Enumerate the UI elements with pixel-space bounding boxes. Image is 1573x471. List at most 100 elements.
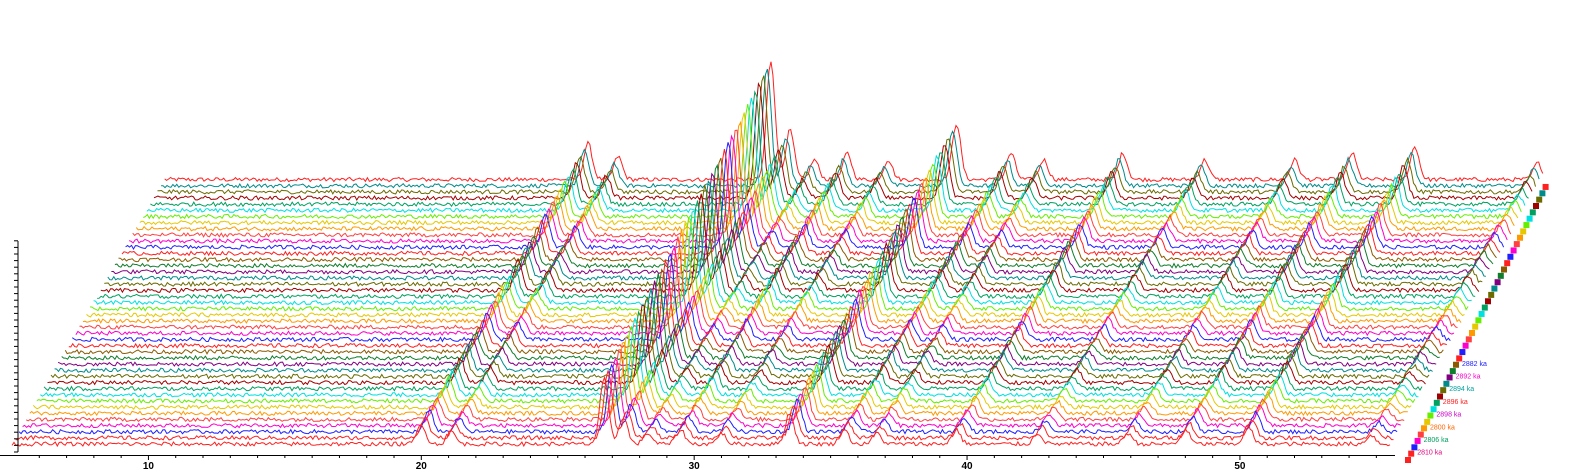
series-line bbox=[22, 357, 1401, 429]
legend-swatch bbox=[1520, 228, 1527, 235]
series-line bbox=[11, 375, 1391, 448]
legend: 2810 ka 2806 ka 2800 ka 2898 ka 2896 ka … bbox=[1405, 183, 1549, 463]
y-axis bbox=[14, 240, 19, 453]
legend-swatch bbox=[1517, 234, 1523, 241]
legend-label: 2894 ka bbox=[1449, 386, 1474, 393]
series-line bbox=[132, 129, 1512, 238]
legend-swatch bbox=[1411, 444, 1418, 451]
legend-label: 2810 ka bbox=[1417, 450, 1442, 457]
legend-swatch bbox=[1449, 368, 1456, 375]
legend-swatch bbox=[1488, 291, 1495, 298]
legend-swatch bbox=[1405, 457, 1411, 463]
series-line bbox=[135, 120, 1515, 232]
series-line bbox=[150, 90, 1529, 208]
legend-swatch bbox=[1408, 450, 1415, 457]
series-line bbox=[54, 288, 1433, 374]
series-line bbox=[36, 326, 1416, 404]
series-line bbox=[47, 304, 1426, 386]
series-line bbox=[50, 296, 1430, 380]
series-line bbox=[100, 193, 1480, 294]
legend-swatch bbox=[1485, 298, 1491, 305]
series-line bbox=[86, 221, 1465, 318]
legend-swatch bbox=[1465, 336, 1472, 343]
series-line bbox=[157, 75, 1536, 195]
x-tick-label: 40 bbox=[961, 461, 973, 471]
legend-swatch bbox=[1494, 279, 1501, 286]
legend-swatch bbox=[1469, 330, 1475, 336]
series-line bbox=[82, 229, 1462, 325]
x-tick-label: 10 bbox=[143, 461, 155, 471]
legend-swatch bbox=[1513, 241, 1520, 248]
legend-swatch bbox=[1421, 425, 1427, 432]
legend-swatch bbox=[1475, 317, 1482, 324]
legend-label: 2896 ka bbox=[1443, 399, 1468, 406]
legend-swatch bbox=[1491, 285, 1498, 292]
series-line bbox=[111, 172, 1490, 275]
legend-swatch bbox=[1453, 361, 1459, 368]
legend-swatch bbox=[1443, 380, 1450, 387]
legend-swatch bbox=[1414, 437, 1421, 444]
series-line bbox=[32, 334, 1412, 411]
legend-swatch bbox=[1507, 253, 1514, 260]
legend-swatch bbox=[1533, 203, 1539, 209]
series-line bbox=[72, 253, 1451, 343]
series-line bbox=[75, 245, 1455, 337]
legend-swatch bbox=[1526, 215, 1533, 222]
series-line bbox=[93, 210, 1472, 306]
series-line bbox=[125, 142, 1505, 251]
series-line bbox=[153, 81, 1533, 202]
series-line bbox=[15, 370, 1394, 441]
legend-label: 2806 ka bbox=[1424, 437, 1449, 444]
legend-swatch bbox=[1539, 190, 1546, 197]
series-line bbox=[114, 163, 1494, 269]
series-line bbox=[143, 104, 1522, 220]
legend-swatch bbox=[1478, 310, 1485, 317]
legend-swatch bbox=[1427, 412, 1434, 419]
legend-label: 2882 ka bbox=[1462, 361, 1487, 368]
series-line bbox=[161, 68, 1540, 189]
legend-swatch bbox=[1510, 247, 1517, 254]
legend-swatch bbox=[1424, 418, 1431, 425]
legend-swatch bbox=[1456, 355, 1463, 362]
series-line bbox=[64, 268, 1444, 355]
series-line bbox=[57, 280, 1437, 368]
legend-swatch bbox=[1536, 196, 1543, 203]
legend-swatch bbox=[1523, 222, 1530, 229]
series-line bbox=[128, 134, 1508, 245]
series-line bbox=[18, 363, 1398, 435]
series-line bbox=[121, 149, 1501, 257]
series-line bbox=[139, 112, 1519, 226]
series-line bbox=[68, 258, 1447, 349]
series-line bbox=[79, 236, 1458, 331]
legend-swatch bbox=[1529, 209, 1536, 216]
x-tick-label: 20 bbox=[416, 461, 428, 471]
legend-swatch bbox=[1504, 260, 1511, 267]
legend-label: 2800 ka bbox=[1430, 424, 1455, 431]
x-axis: 10 20 30 40 50 bbox=[0, 455, 1395, 471]
series-line bbox=[29, 341, 1408, 417]
legend-swatch bbox=[1440, 387, 1447, 394]
legend-swatch bbox=[1433, 399, 1440, 406]
series-line bbox=[40, 317, 1419, 398]
series-line bbox=[104, 184, 1483, 288]
series-line bbox=[97, 200, 1476, 300]
legend-label: 2892 ka bbox=[1456, 373, 1481, 380]
series-line bbox=[118, 157, 1497, 263]
legend-swatch bbox=[1462, 342, 1469, 349]
legend-swatch bbox=[1472, 323, 1479, 330]
legend-label: 2898 ka bbox=[1436, 412, 1461, 419]
legend-swatch bbox=[1542, 183, 1549, 190]
legend-swatch bbox=[1459, 349, 1466, 356]
series-line bbox=[90, 217, 1469, 312]
legend-swatch bbox=[1481, 304, 1488, 311]
series-line bbox=[43, 310, 1423, 392]
legend-swatch bbox=[1417, 431, 1424, 438]
series-line bbox=[146, 97, 1526, 214]
legend-swatch bbox=[1446, 374, 1453, 381]
legend-swatch bbox=[1497, 272, 1504, 279]
legend-swatch bbox=[1437, 393, 1443, 400]
series-traces bbox=[11, 61, 1544, 448]
legend-swatch bbox=[1501, 266, 1507, 273]
x-tick-label: 50 bbox=[1234, 461, 1246, 471]
